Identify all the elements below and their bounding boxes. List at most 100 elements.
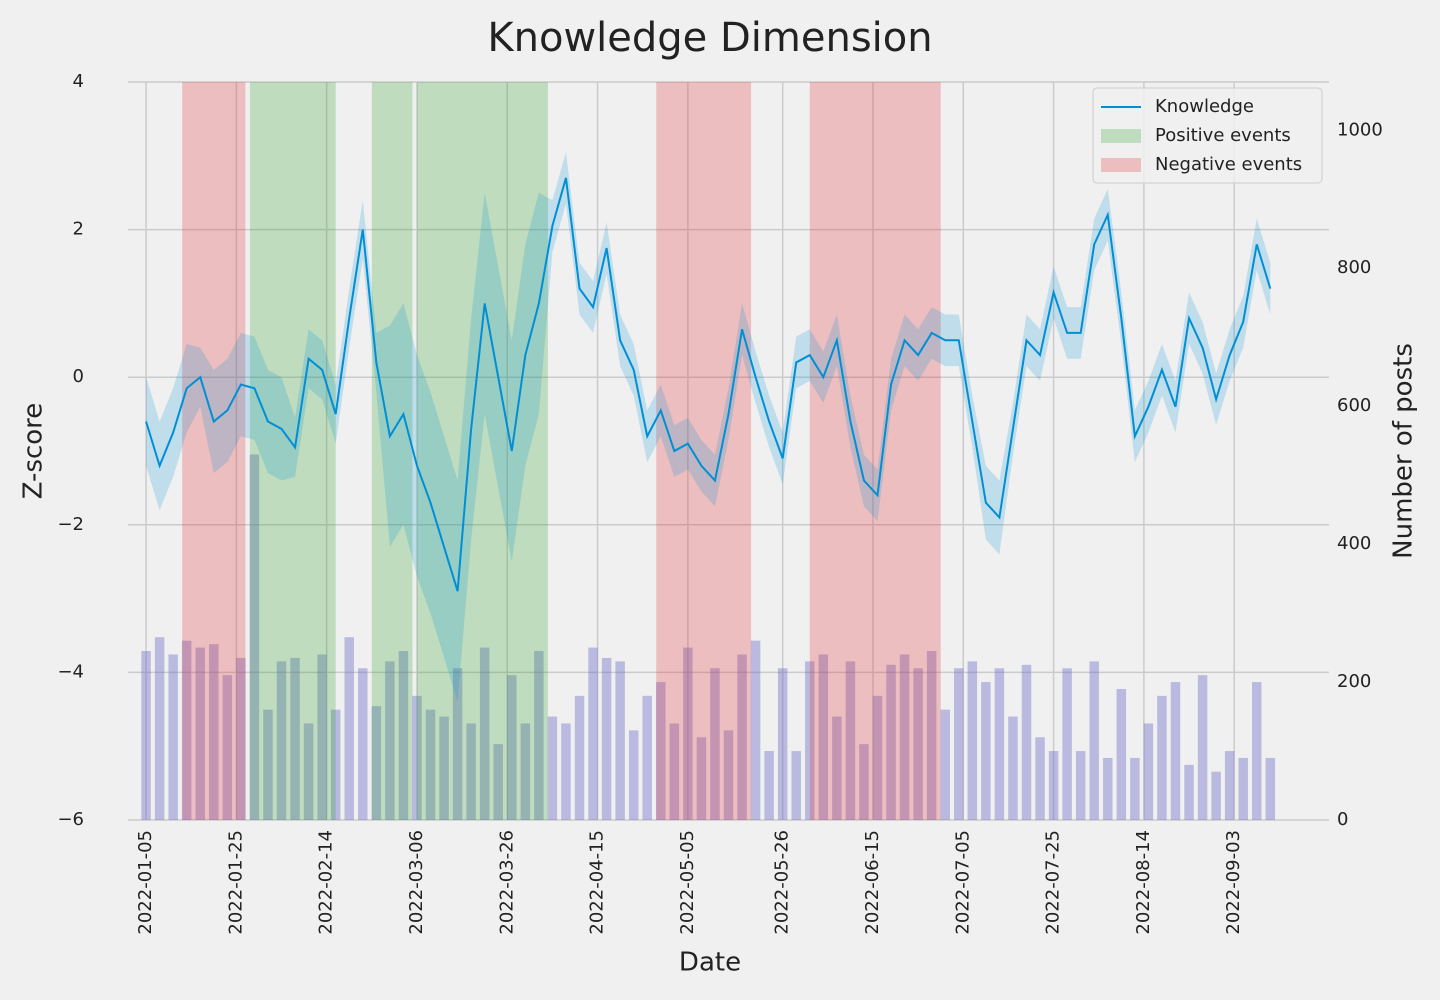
post-count-bar [832,716,842,820]
post-count-bar [168,654,178,820]
x-tick-label: 2022-07-25 [1043,830,1064,935]
post-count-bar [344,637,354,820]
post-count-bar [1075,751,1086,820]
post-count-bar [886,664,896,820]
post-count-bar [1089,661,1099,820]
y-tick-label: 0 [73,366,84,387]
x-tick-label: 2022-02-14 [316,830,337,935]
post-count-bar [1211,771,1221,820]
post-count-bar [276,661,287,820]
post-count-bar [1265,757,1276,820]
post-count-bar [750,640,761,820]
post-count-bar [493,744,503,820]
event-span [809,82,941,820]
y2-tick-label: 200 [1337,671,1371,692]
post-count-bar [1157,695,1167,820]
post-count-bar [249,454,260,820]
legend-frame [1092,87,1323,184]
y2-axis-label: Number of posts [1389,343,1419,559]
y-tick-label: −4 [57,661,84,682]
post-count-bar [154,637,165,820]
post-count-bar [1021,664,1032,820]
post-count-bar [723,730,734,820]
post-count-bar [209,644,219,820]
y2-tick-label: 0 [1337,809,1348,830]
post-count-bar [1035,737,1045,820]
post-count-bar [642,695,652,820]
event-span [249,82,336,820]
post-count-bar [696,737,707,820]
legend: Knowledge Positive events Negative events [1092,87,1323,184]
post-count-bar [534,651,544,820]
post-count-bar [710,668,720,820]
post-count-bar [1130,757,1140,820]
post-count-bar [1116,688,1127,820]
post-count-bar [439,716,449,820]
y-tick-label: 4 [73,71,84,92]
post-count-bar [574,695,585,820]
post-count-bar [303,723,314,820]
x-tick-label: 2022-08-14 [1133,830,1154,935]
y-axis-label: Z-score [19,403,49,500]
legend-label: Positive events [1155,125,1291,146]
post-count-bar [818,654,829,820]
post-count-bar [290,657,300,820]
x-tick-label: 2022-03-06 [406,830,427,935]
confidence-band [146,152,1271,702]
post-count-bar [222,675,233,820]
post-count-bar [452,668,463,820]
post-count-bar [1184,764,1194,820]
post-count-bar [263,709,273,820]
x-tick-label: 2022-09-03 [1223,830,1244,935]
post-count-bar [1048,751,1059,820]
post-count-bar [479,647,490,820]
post-count-bar [1238,757,1248,820]
y2-tick-label: 800 [1337,257,1371,278]
post-count-bar [1252,682,1262,820]
x-axis-label: Date [679,948,741,978]
y-tick-label: −2 [57,514,84,535]
post-count-bar [412,695,422,820]
post-count-bar [1224,751,1235,820]
post-count-bar [615,661,625,820]
post-count-bar [1197,675,1208,820]
post-count-bar [588,647,598,820]
post-count-bar [466,723,476,820]
post-count-bar [859,744,869,820]
x-tick-label: 2022-05-05 [677,830,698,935]
post-count-bar [358,668,368,820]
post-count-bar [737,654,747,820]
post-count-bar [1062,668,1072,820]
post-count-bar [520,723,531,820]
post-count-bar [1170,682,1181,820]
post-count-bar [181,640,192,820]
y-tick-label: 2 [73,219,84,240]
event-span [656,82,752,820]
post-count-bar [1008,716,1018,820]
x-tick-label: 2022-01-05 [135,830,156,935]
x-tick-label: 2022-01-25 [225,830,246,935]
post-count-bar [656,682,666,820]
event-span [371,82,413,820]
x-tick-label: 2022-05-26 [772,830,793,935]
post-count-bar [195,647,205,820]
post-count-bar [561,723,571,820]
x-tick-label: 2022-07-05 [952,830,973,935]
post-count-bar [683,647,693,820]
post-count-bar [1143,723,1154,820]
post-count-bar [805,661,815,820]
post-count-bar [425,709,436,820]
post-count-bar [994,668,1005,820]
line [145,177,1272,592]
post-count-bar [967,661,978,820]
legend-label: Knowledge [1155,96,1254,117]
post-count-bar [777,668,788,820]
y-tick-label: −6 [57,809,84,830]
post-count-bar [981,682,991,820]
post-count-bar [845,661,856,820]
post-count-bar [764,751,774,820]
post-count-bar [317,654,327,820]
post-count-bar [872,695,883,820]
post-count-bar [669,723,680,820]
